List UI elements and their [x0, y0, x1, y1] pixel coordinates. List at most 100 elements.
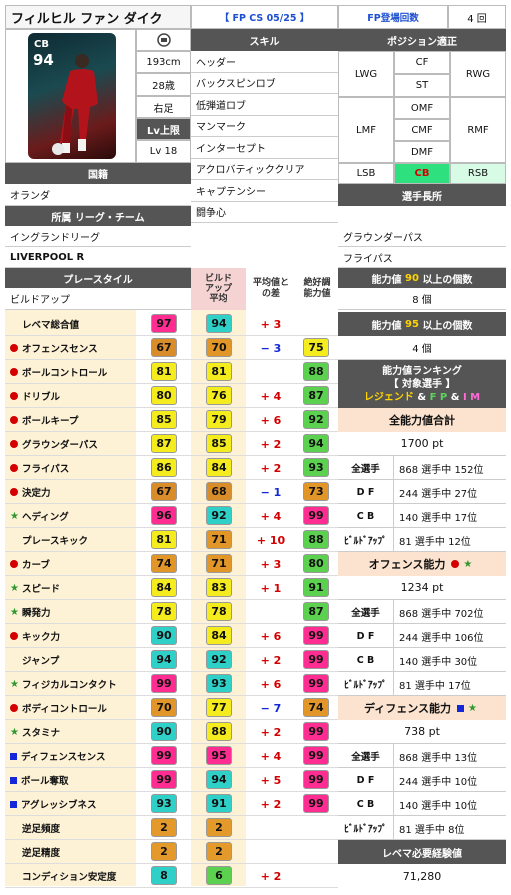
player-card-image[interactable]: CB 94 — [28, 33, 116, 159]
count95-header: 能力値 95 以上の個数 — [338, 312, 506, 336]
pos-cb[interactable]: CB — [394, 163, 450, 184]
player-silhouette-icon — [52, 54, 98, 155]
stat-diff: − 3 — [260, 341, 282, 355]
stat-best: 99 — [303, 506, 329, 525]
pos-rmf[interactable]: RMF — [450, 97, 506, 163]
stat-row: ボールコントロール 81 81 88 — [5, 360, 338, 384]
card-style-icon — [156, 33, 171, 47]
pos-lmf[interactable]: LMF — [338, 97, 394, 163]
skill-item[interactable]: アクロバティッククリア — [191, 159, 338, 180]
stat-name: 逆足精度 — [5, 840, 136, 864]
ranking-row: 全選手 868 選手中 152位 — [338, 456, 506, 480]
stat-diff: + 5 — [260, 773, 282, 787]
card-icon-cell[interactable] — [136, 29, 191, 51]
stat-buildup-avg: 2 — [206, 842, 232, 861]
ranking-block-header: オフェンス能力 ★ — [338, 552, 506, 576]
buildup-avg-header: ビルド アップ 平均 — [191, 268, 246, 310]
ranking-row-value: 868 選手中 702位 — [399, 608, 484, 620]
pos-lsb[interactable]: LSB — [338, 163, 394, 184]
skill-item[interactable]: マンマーク — [191, 116, 338, 137]
stat-value: 99 — [151, 746, 177, 765]
ranking-row: ﾋﾞﾙﾄﾞｱｯﾌﾟ 81 選手中 17位 — [338, 672, 506, 696]
stat-best: 88 — [303, 362, 329, 381]
ranking-im: I M — [462, 391, 481, 403]
stat-best: 87 — [303, 386, 329, 405]
stat-name: ★ ヘディング — [5, 504, 136, 528]
lv-max-button[interactable]: Lv上限 — [136, 118, 191, 140]
team-value[interactable]: LIVERPOOL R — [5, 247, 191, 268]
stat-row: ★ スピード 84 83 + 1 91 — [5, 576, 338, 600]
skill-item[interactable]: 低弾道ロブ — [191, 94, 338, 116]
ranking-fp: F P — [429, 391, 448, 403]
stat-row: コンディション安定度 8 6 + 2 — [5, 864, 338, 888]
ranking-block-header: ディフェンス能力 ★ — [338, 696, 506, 720]
stat-value: 90 — [151, 626, 177, 645]
league-value[interactable]: イングランドリーグ — [5, 226, 191, 247]
star-icon: ★ — [10, 678, 19, 690]
fp-appearances-label: FP登場回数 — [338, 5, 448, 29]
stat-name: ボール奪取 — [5, 768, 136, 792]
skill-item[interactable]: キャプテンシー — [191, 180, 338, 202]
stat-best: 88 — [303, 530, 329, 549]
stat-value: 86 — [151, 458, 177, 477]
stat-best: 80 — [303, 554, 329, 573]
ranking-row-value: 81 選手中 8位 — [399, 824, 465, 836]
buildup-avg-label: ビルド アップ 平均 — [204, 274, 232, 304]
red-dot-icon — [10, 560, 18, 568]
star-icon: ★ — [468, 702, 477, 714]
stat-name: ★ スピード — [5, 576, 136, 600]
nationality-value[interactable]: オランダ — [5, 184, 191, 206]
stat-name: コンディション安定度 — [5, 864, 136, 888]
ranking-row: C B 140 選手中 17位 — [338, 504, 506, 528]
skill-item[interactable]: インターセプト — [191, 137, 338, 159]
player-card-frame: CB 94 — [5, 29, 136, 163]
card-type[interactable]: 【 FP CS 05/25 】 — [191, 5, 338, 29]
pos-lwg[interactable]: LWG — [338, 51, 394, 97]
stat-row: ドリブル 80 76 + 4 87 — [5, 384, 338, 408]
ranking-row-label: D F — [338, 480, 394, 504]
ranking-title: 能力値ランキング — [382, 365, 462, 377]
ranking-row: ﾋﾞﾙﾄﾞｱｯﾌﾟ 81 選手中 8位 — [338, 816, 506, 840]
stat-row: オフェンスセンス 67 70 − 3 75 — [5, 336, 338, 360]
pos-st[interactable]: ST — [394, 74, 450, 97]
playstyle-header: プレースタイル — [5, 268, 191, 288]
stat-diff: + 6 — [260, 677, 282, 691]
stat-best: 92 — [303, 410, 329, 429]
stat-value: 90 — [151, 722, 177, 741]
stat-best: 91 — [303, 578, 329, 597]
skill-item[interactable]: 闘争心 — [191, 202, 338, 223]
pos-omf[interactable]: OMF — [394, 97, 450, 119]
stat-name-label: レベマ総合値 — [22, 320, 80, 331]
stat-row: ★ スタミナ 90 88 + 2 99 — [5, 720, 338, 744]
ranking-row-value: 140 選手中 10位 — [399, 800, 478, 812]
stat-avg-column-bg — [191, 310, 246, 886]
stats-table: レベマ総合値 97 94 + 3 オフェンスセンス 67 70 − 3 75 ボールコントロール 8… — [5, 312, 338, 888]
ranking-row-label: 全選手 — [338, 744, 394, 768]
stat-name-label: ジャンプ — [22, 656, 60, 667]
ranking-row-label: C B — [338, 504, 394, 528]
stat-name: ★ スタミナ — [5, 720, 136, 744]
stat-name-label: ボールキープ — [22, 416, 79, 427]
blue-square-icon — [10, 752, 17, 760]
ranking-row-value: 244 選手中 10位 — [399, 776, 478, 788]
pos-dmf[interactable]: DMF — [394, 141, 450, 163]
skill-item[interactable]: ヘッダー — [191, 51, 338, 73]
stat-best: 99 — [303, 794, 329, 813]
stat-buildup-avg: 6 — [206, 866, 232, 885]
stat-row: ★ ヘディング 96 92 + 4 99 — [5, 504, 338, 528]
stat-diff — [246, 600, 296, 624]
pos-rsb[interactable]: RSB — [450, 163, 506, 184]
stat-row: ★ フィジカルコンタクト 99 93 + 6 99 — [5, 672, 338, 696]
ranking-row-value: 81 選手中 17位 — [399, 680, 471, 692]
skill-item[interactable]: バックスピンロブ — [191, 73, 338, 94]
stat-diff: − 1 — [260, 485, 282, 499]
stat-diff — [246, 840, 296, 864]
pos-rwg[interactable]: RWG — [450, 51, 506, 97]
stat-name-label: プレースキック — [22, 536, 89, 547]
star-icon: ★ — [10, 510, 19, 522]
pos-cmf[interactable]: CMF — [394, 119, 450, 141]
count95-num: 95 — [405, 318, 419, 330]
playstyle-value[interactable]: ビルドアップ — [5, 288, 191, 310]
stat-name: フライパス — [5, 456, 136, 480]
pos-cf[interactable]: CF — [394, 51, 450, 74]
